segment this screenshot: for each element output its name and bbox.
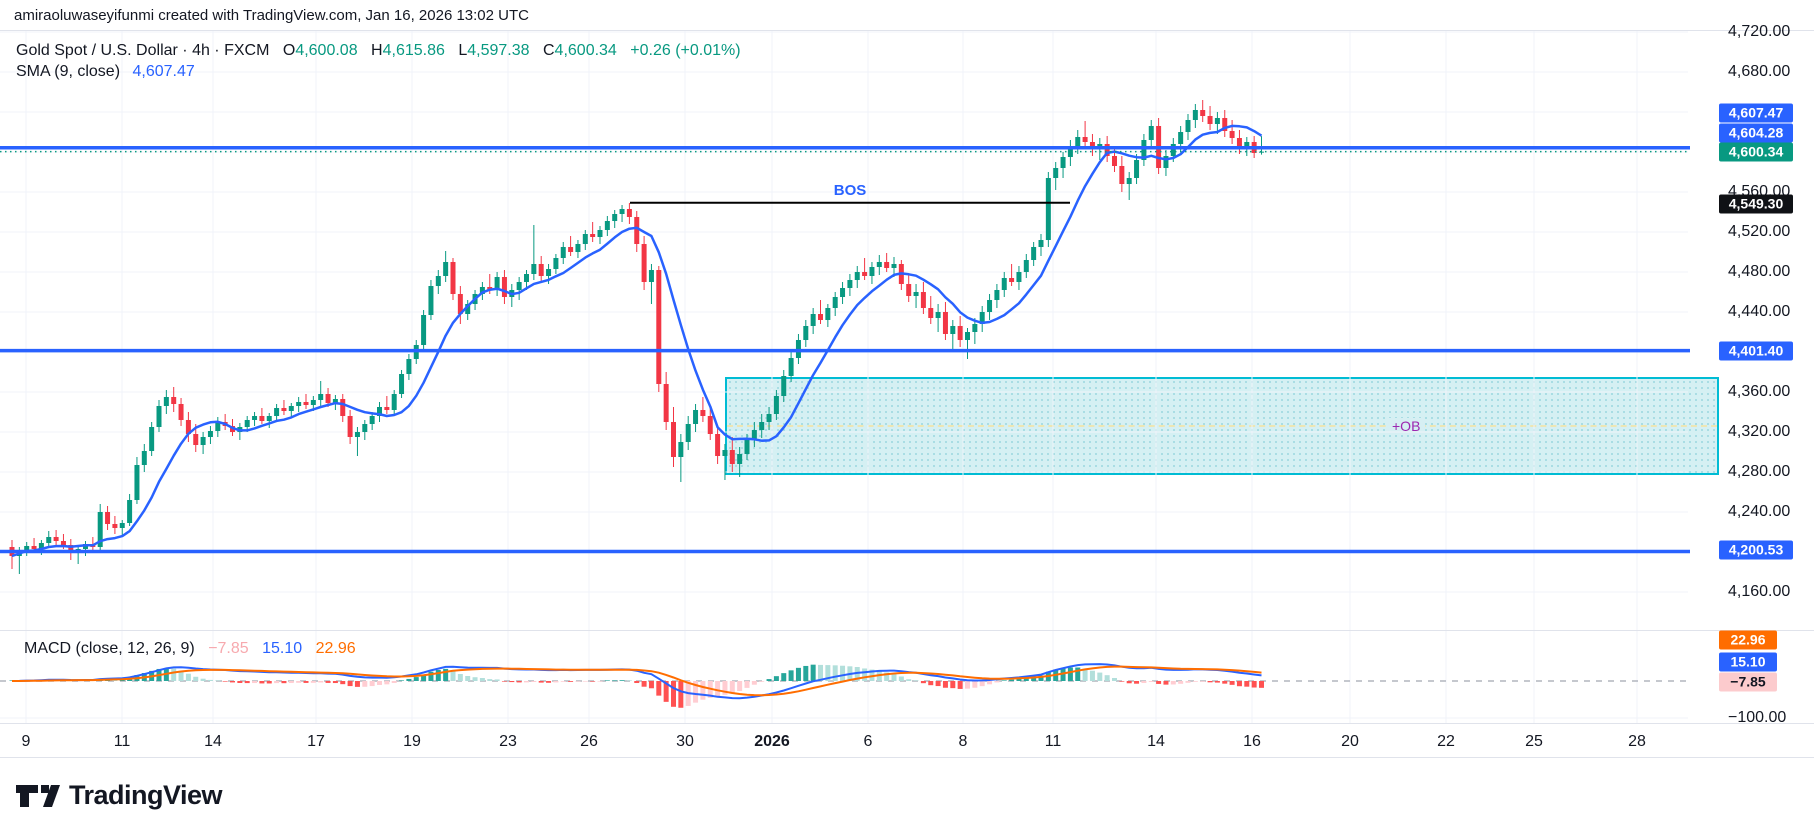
time-axis-separator [0,723,1814,724]
time-axis-label: 25 [1525,733,1543,750]
price-badge: 4,200.53 [1719,540,1793,560]
price-badge: −7.85 [1719,672,1777,692]
price-axis-tick: 4,360.00 [1728,383,1791,400]
price-badge: 4,600.34 [1719,142,1793,162]
order-block-midline [727,425,1717,427]
macd-label: MACD (close, 12, 26, 9) [24,640,195,657]
sma-value: 4,607.47 [132,63,195,80]
time-axis-label: 9 [21,733,31,750]
time-axis-label: 26 [580,733,598,750]
time-axis-label: 17 [307,733,325,750]
price-badge: 15.10 [1719,652,1777,672]
high-label: H [371,42,383,59]
order-block-zone[interactable]: +OB [725,377,1719,475]
time-axis-label: 23 [499,733,517,750]
time-axis-label: 16 [1243,733,1261,750]
macd-signal-value: 22.96 [315,640,356,657]
time-axis-label: 22 [1437,733,1455,750]
close-value: 4,600.34 [554,42,617,59]
price-axis-tick: 4,440.00 [1728,303,1791,320]
price-axis-tick: 4,680.00 [1728,63,1791,80]
time-axis-label: 19 [403,733,421,750]
symbol-legend[interactable]: Gold Spot / U.S. Dollar · 4h · FXCM O4,6… [16,40,741,82]
symbol-legend-main: Gold Spot / U.S. Dollar · 4h · FXCM O4,6… [16,40,741,61]
attribution-text: amiraoluwaseyifunmi created with Trading… [14,7,529,24]
footer-separator [0,757,1814,758]
time-axis-label: 20 [1341,733,1359,750]
macd-hist-value: −7.85 [208,640,249,657]
price-axis-tick: 4,720.00 [1728,23,1791,40]
open-label: O [282,42,296,59]
high-value: 4,615.86 [382,42,445,59]
symbol-title[interactable]: Gold Spot / U.S. Dollar · 4h · FXCM [16,42,270,59]
time-axis-label: 11 [1044,733,1062,750]
macd-pane-separator[interactable] [0,630,1814,631]
price-badge: 22.96 [1719,630,1777,650]
close-label: C [542,42,555,59]
low-label: L [458,42,468,59]
time-axis-label: 30 [676,733,694,750]
time-axis-label: 11 [113,733,131,750]
price-axis-tick: 4,520.00 [1728,223,1791,240]
time-axis-label: 14 [1147,733,1165,750]
price-axis-tick: 4,280.00 [1728,463,1791,480]
price-axis-tick: 4,320.00 [1728,423,1791,440]
tradingview-footer: TradingView [16,780,223,811]
open-value: 4,600.08 [295,42,358,59]
bos-label[interactable]: BOS [833,181,867,199]
pane-top-border [0,30,1814,31]
change-value: +0.26 (+0.01%) [630,42,741,59]
order-block-label: +OB [1387,418,1426,434]
price-badge: 4,604.28 [1719,123,1793,143]
price-badge: 4,401.40 [1719,341,1793,361]
sma-legend-row[interactable]: SMA (9, close) 4,607.47 [16,61,741,82]
sma-label: SMA (9, close) [16,63,121,80]
macd-line-value: 15.10 [262,640,303,657]
time-axis-label: 6 [863,733,873,750]
time-axis-label: 28 [1628,733,1646,750]
macd-legend[interactable]: MACD (close, 12, 26, 9) −7.85 15.10 22.9… [24,640,356,658]
tradingview-logo-text[interactable]: TradingView [69,780,223,810]
time-axis-label: 2026 [754,733,790,750]
price-axis-tick: 4,160.00 [1728,583,1791,600]
tradingview-logo-icon[interactable] [16,783,60,809]
price-axis-tick: 4,480.00 [1728,263,1791,280]
price-badge: 4,607.47 [1719,103,1793,123]
time-axis-label: 14 [204,733,222,750]
price-axis-tick: 4,240.00 [1728,503,1791,520]
low-value: 4,597.38 [467,42,530,59]
macd-axis-tick: −100.00 [1728,709,1787,726]
time-axis-label: 8 [958,733,968,750]
price-badge: 4,549.30 [1719,194,1793,214]
